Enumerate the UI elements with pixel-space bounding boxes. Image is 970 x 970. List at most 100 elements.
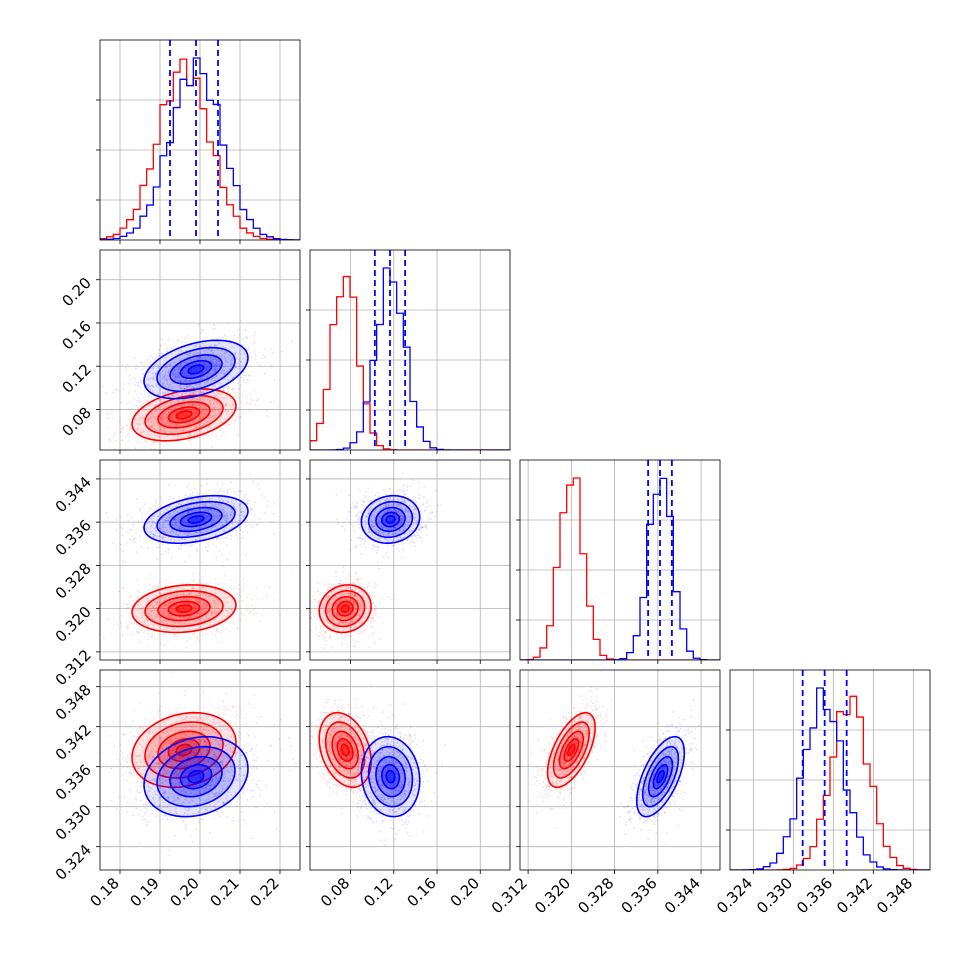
scatter-point xyxy=(223,378,226,381)
scatter-point xyxy=(194,517,197,520)
scatter-point xyxy=(162,352,164,355)
scatter-point xyxy=(263,372,266,375)
histogram-series-0 xyxy=(310,275,510,450)
scatter-point xyxy=(375,612,378,615)
scatter-point xyxy=(177,371,180,374)
scatter-point xyxy=(178,503,181,505)
scatter-point xyxy=(159,619,162,622)
scatter-point xyxy=(236,493,238,496)
scatter-point xyxy=(154,501,157,504)
scatter-point xyxy=(173,617,176,620)
scatter-point xyxy=(160,338,163,340)
scatter-point xyxy=(175,635,177,638)
scatter-point xyxy=(260,494,263,497)
scatter-point xyxy=(201,425,204,427)
scatter-point xyxy=(345,518,348,520)
scatter-point xyxy=(213,504,216,507)
scatter-point xyxy=(209,595,211,597)
scatter-point xyxy=(204,508,206,511)
scatter-point xyxy=(173,407,176,410)
scatter-point xyxy=(189,379,192,382)
scatter-point xyxy=(154,365,157,368)
scatter-point xyxy=(162,612,165,614)
scatter-point xyxy=(325,583,327,585)
scatter-point xyxy=(152,521,155,524)
scatter-point xyxy=(213,398,216,401)
scatter-point xyxy=(142,408,144,410)
scatter-point xyxy=(193,358,196,361)
scatter-point xyxy=(227,321,230,324)
scatter-point xyxy=(218,342,221,345)
scatter-point xyxy=(107,426,110,429)
scatter-point xyxy=(194,380,197,382)
scatter-point xyxy=(159,415,162,418)
scatter-point xyxy=(137,604,140,606)
scatter-point xyxy=(225,405,227,408)
scatter-point xyxy=(406,485,409,488)
scatter-point xyxy=(218,407,221,410)
scatter-point xyxy=(195,526,197,529)
scatter-point xyxy=(210,588,213,590)
scatter-point xyxy=(152,377,154,380)
scatter-point xyxy=(215,376,218,378)
scatter-point xyxy=(353,645,356,647)
scatter-point xyxy=(193,404,196,407)
scatter-point xyxy=(187,483,190,486)
scatter-point xyxy=(215,364,218,366)
scatter-point xyxy=(202,415,205,417)
scatter-point xyxy=(374,586,376,589)
scatter-point xyxy=(135,381,138,384)
scatter-point xyxy=(217,602,219,604)
scatter-point xyxy=(124,367,127,369)
scatter-point xyxy=(247,365,250,368)
scatter-point xyxy=(175,505,178,508)
scatter-point xyxy=(193,358,196,361)
scatter-point xyxy=(235,415,238,417)
scatter-point xyxy=(169,601,171,604)
scatter-point xyxy=(146,418,149,421)
scatter-point xyxy=(169,384,172,387)
scatter-point xyxy=(244,520,247,523)
scatter-point xyxy=(211,377,214,379)
scatter-point xyxy=(214,395,216,398)
scatter-point xyxy=(173,412,176,415)
scatter-point xyxy=(183,403,186,406)
scatter-point xyxy=(232,617,235,620)
scatter-point xyxy=(162,391,165,394)
scatter-point xyxy=(307,589,309,591)
scatter-point xyxy=(355,640,357,643)
scatter-point xyxy=(146,600,149,603)
scatter-point xyxy=(123,603,126,605)
scatter-point xyxy=(195,345,197,348)
scatter-point xyxy=(163,608,166,611)
scatter-point xyxy=(240,511,243,514)
scatter-point xyxy=(216,394,219,397)
scatter-point xyxy=(179,379,182,382)
scatter-point xyxy=(172,386,175,389)
scatter-point xyxy=(211,362,214,365)
scatter-point xyxy=(225,601,228,604)
scatter-point xyxy=(194,366,197,369)
scatter-point xyxy=(135,531,137,534)
contour-line xyxy=(179,359,213,380)
scatter-point xyxy=(161,537,164,539)
scatter-point xyxy=(189,393,191,396)
scatter-point xyxy=(180,412,183,415)
scatter-point xyxy=(181,373,184,375)
scatter-point xyxy=(203,524,206,527)
scatter-point xyxy=(290,340,293,343)
scatter-point xyxy=(152,607,155,609)
scatter-point xyxy=(188,603,191,605)
scatter-point xyxy=(354,581,357,583)
scatter-point xyxy=(180,381,182,383)
scatter-point xyxy=(371,586,373,589)
scatter-point xyxy=(228,354,231,357)
scatter-point xyxy=(151,617,154,620)
scatter-point xyxy=(170,628,173,630)
scatter-point xyxy=(223,369,226,372)
scatter-point xyxy=(134,367,137,370)
density-fill xyxy=(168,601,200,616)
scatter-point xyxy=(231,387,234,390)
scatter-point xyxy=(205,389,208,392)
scatter-point xyxy=(130,382,132,385)
